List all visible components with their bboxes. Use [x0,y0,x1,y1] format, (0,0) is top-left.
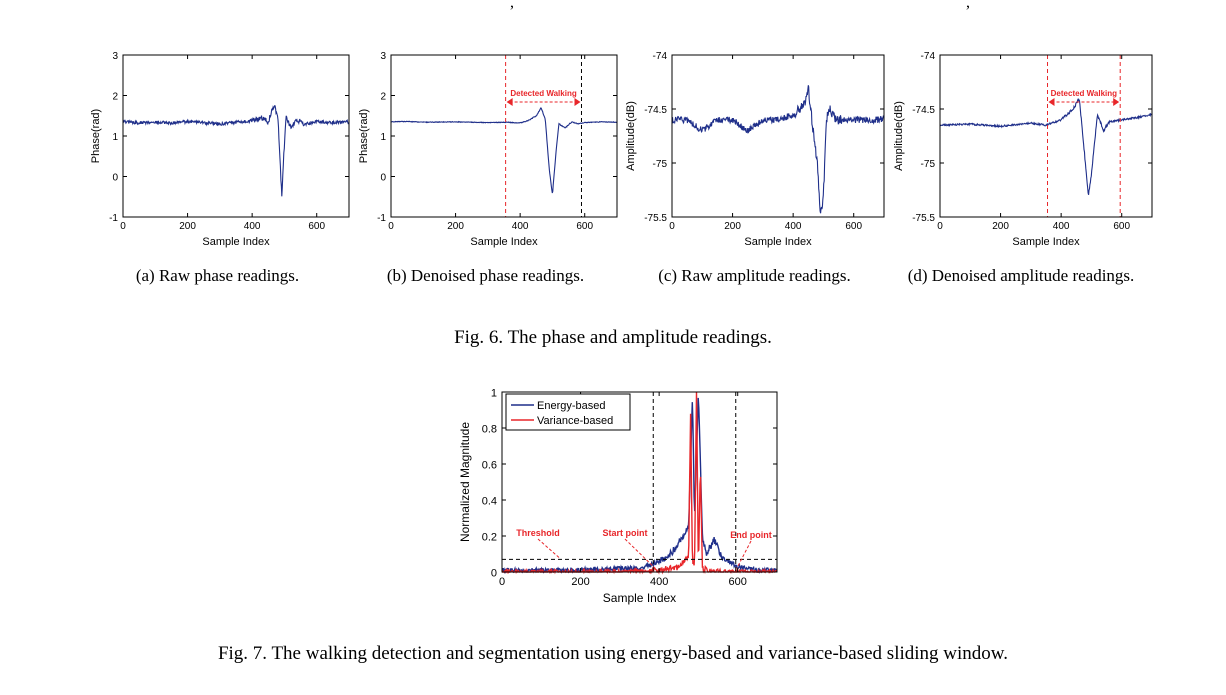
start-point-annotation-label: Start point [603,528,648,538]
subcaption-c: (c) Raw amplitude readings. [658,266,851,285]
y-tick-label: 1 [491,388,497,400]
axes-box [501,391,778,573]
series-line-signal [671,85,885,214]
y-tick-label: 0 [112,173,118,184]
y-tick-label: -75 [921,159,936,170]
series-line-signal [390,107,617,194]
y-axis-label: Phase(rad) [358,109,370,163]
start-point-annotation-arrow [624,538,656,569]
top-text-fragment: , [966,0,970,11]
x-tick-label: 200 [179,221,196,232]
y-tick-label: -74 [921,51,936,62]
y-tick-label: -75.5 [912,213,935,224]
y-tick-label: -75 [653,159,668,170]
x-tick-label: 400 [785,221,802,232]
y-tick-label: -74 [653,51,668,62]
series-line-energy-based [501,397,778,575]
y-tick-label: 2 [380,92,386,103]
end-point-annotation-label: End point [730,530,772,540]
fig6c-plot: 0 200 400 600 -75.5 -75 -74.5 -74 Sample Index Am… [625,51,885,248]
x-tick-label: 200 [992,221,1009,232]
axes-box [390,54,618,218]
y-tick-label: 0.8 [482,424,497,436]
x-tick-label: 0 [120,221,126,232]
x-tick-label: 0 [669,221,675,232]
y-tick-label: 0.2 [482,532,497,544]
axes-box [939,54,1153,218]
arrow-head-left [1048,98,1055,106]
legend-label: Energy-based [537,400,606,412]
legend-box [505,393,631,431]
y-tick-label: 1 [380,132,386,143]
arrow-head-left [506,98,513,106]
x-tick-label: 600 [308,221,325,232]
y-tick-label: -1 [377,213,386,224]
x-tick-label: 200 [447,221,464,232]
y-tick-label: -1 [109,213,118,224]
y-tick-label: 3 [112,51,118,62]
x-tick-label: 600 [1113,221,1130,232]
x-axis-label: Sample Index [1012,236,1080,248]
subcaption-d: (d) Denoised amplitude readings. [907,266,1135,285]
x-tick-label: 600 [845,221,862,232]
y-axis-label: Amplitude(dB) [625,101,637,171]
detected-walking-label: Detected Walking [510,89,576,98]
arrow-head-right [574,98,581,106]
fig7-plot: 0 200 400 600 0 0.2 0.4 0.6 0.8 1 Sample Index Norm… [458,388,778,605]
threshold-annotation-label: Threshold [516,528,560,538]
fig6-caption: Fig. 6. The phase and amplitude readings… [454,327,772,348]
x-tick-label: 400 [244,221,261,232]
x-axis-label: Sample Index [744,236,812,248]
y-tick-label: 0.4 [482,496,497,508]
x-tick-label: 600 [576,221,593,232]
y-tick-label: 2 [112,92,118,103]
threshold-annotation-arrow [537,538,561,559]
y-axis-label: Amplitude(dB) [893,101,905,171]
detected-walking-label: Detected Walking [1051,89,1117,98]
x-axis-label: Sample Index [202,236,270,248]
axes-box [122,54,350,218]
x-tick-label: 200 [571,576,589,588]
x-axis-label: Sample Index [470,236,538,248]
x-tick-label: 0 [937,221,943,232]
x-tick-label: 400 [650,576,668,588]
subcaption-a: (a) Raw phase readings. [135,266,300,285]
x-tick-label: 0 [499,576,505,588]
x-tick-label: 400 [1053,221,1070,232]
x-tick-label: 200 [724,221,741,232]
legend-label: Variance-based [537,415,613,427]
series-line-signal [939,97,1152,195]
y-tick-label: -74.5 [644,105,667,116]
end-point-annotation-arrow [736,540,752,569]
x-tick-label: 600 [729,576,747,588]
fig6d-plot: 0 200 400 600 -75.5 -75 -74.5 -74 Sample Index Am… [893,51,1153,248]
y-axis-label: Normalized Magnitude [458,422,472,542]
x-axis-label: Sample Index [603,591,676,605]
arrow-head-right [1113,98,1120,106]
top-text-fragment: , [510,0,514,11]
x-tick-label: 0 [388,221,394,232]
subcaption-b: (b) Denoised phase readings. [386,266,585,285]
y-tick-label: -75.5 [644,213,667,224]
fig7-caption: Fig. 7. The walking detection and segmen… [217,643,1009,664]
series-line-signal [122,105,350,197]
axes-box [671,54,885,218]
y-tick-label: 0 [380,173,386,184]
y-tick-label: 0.6 [482,460,497,472]
y-tick-label: 0 [491,568,497,580]
y-tick-label: 3 [380,51,386,62]
y-tick-label: 1 [112,132,118,143]
x-tick-label: 400 [512,221,529,232]
y-tick-label: -74.5 [912,105,935,116]
y-axis-label: Phase(rad) [90,109,102,163]
